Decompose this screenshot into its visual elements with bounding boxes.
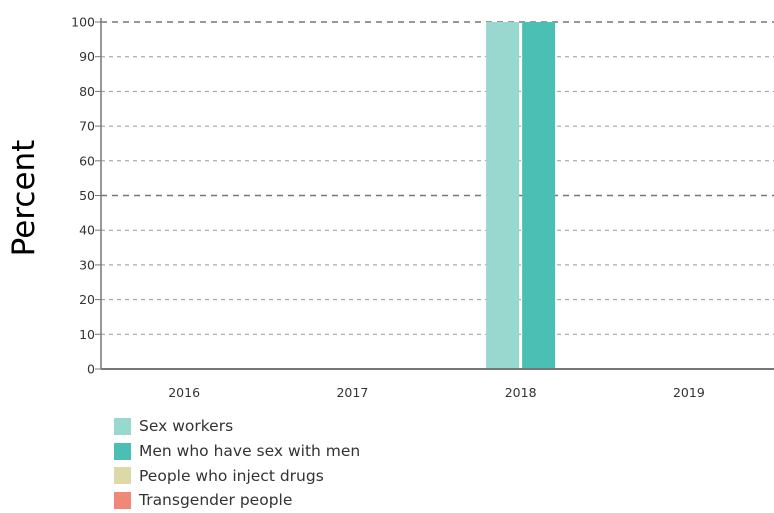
y-tick-label: 20 [79,292,95,307]
y-tick-label: 90 [79,49,95,64]
legend-swatch [114,417,131,435]
bars [486,22,556,369]
y-tick-label: 70 [79,119,95,134]
bar-2018-series-1 [522,22,556,369]
y-tick-label: 10 [79,327,95,342]
y-tick-label: 50 [79,188,95,203]
x-tick-label: 2018 [505,385,537,400]
y-tick-label: 80 [79,84,95,99]
legend-item-pwid[interactable]: People who inject drugs [114,463,360,488]
x-tick-labels: 2016 2017 2018 2019 [168,385,705,400]
y-tick-label: 100 [71,15,95,30]
y-tick-labels: 0 10 20 30 40 50 60 70 80 90 100 [71,15,95,377]
x-tick-label: 2016 [168,385,200,400]
legend-label: Men who have sex with men [139,442,361,461]
y-tick-label: 40 [79,223,95,238]
legend-label: People who inject drugs [139,466,324,485]
legend-item-msm[interactable]: Men who have sex with men [114,439,360,464]
y-tick-label: 30 [79,257,95,272]
x-tick-label: 2017 [336,385,368,400]
gridlines [101,21,774,335]
axes [95,18,774,370]
y-tick-label: 60 [79,153,95,168]
legend-item-sex-workers[interactable]: Sex workers [114,414,360,439]
bar-2018-series-0 [486,22,520,369]
legend-label: Transgender people [139,491,293,510]
y-axis-label: Percent [4,128,44,268]
x-tick-label: 2019 [673,385,705,400]
y-tick-label: 0 [87,362,95,377]
legend-label: Sex workers [139,417,234,436]
legend-swatch [114,442,131,460]
y-axis-label-text: Percent [6,139,42,257]
legend-swatch [114,467,131,485]
legend-item-transgender[interactable]: Transgender people [114,488,360,513]
legend: Sex workers Men who have sex with men Pe… [114,414,360,513]
legend-swatch [114,491,131,509]
